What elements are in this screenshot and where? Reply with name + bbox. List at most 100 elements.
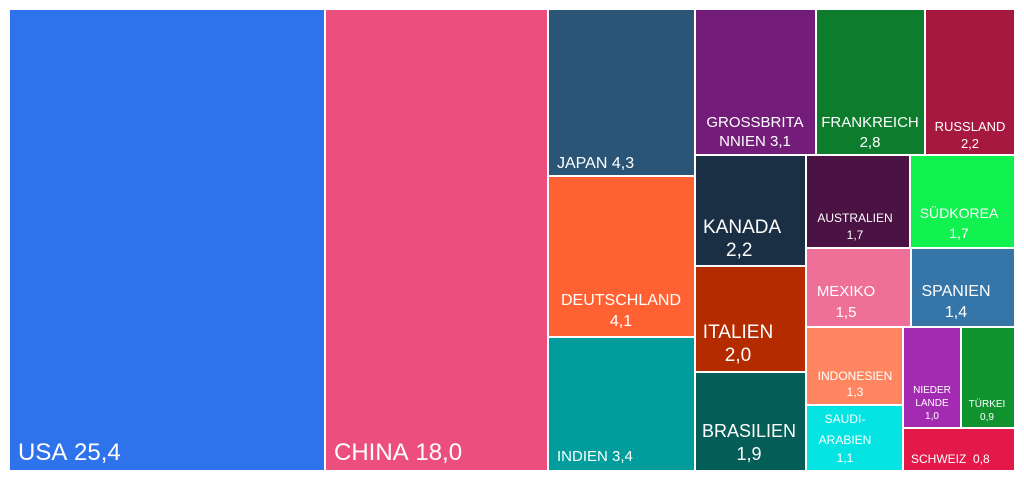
tile-russland: RUSSLAND 2,2 (926, 10, 1014, 154)
tile-value-tuerkei: 0,9 (980, 412, 994, 423)
tile-rect-usa (10, 10, 324, 470)
tile-value-italien: 2,0 (725, 345, 751, 366)
tile-rect-italien (696, 267, 805, 371)
tile-rect-kanada (696, 156, 805, 265)
tile-name-mexiko: MEXIKO (817, 283, 875, 300)
tile-rect-saudi-arabien (807, 406, 902, 470)
tile-rect-china (326, 10, 547, 470)
tile-label-italien-1: 2,0 (725, 345, 751, 366)
tile-tuerkei: TÜRKEI 0,9 (962, 328, 1014, 427)
tile-value-russland: 2,2 (961, 136, 979, 151)
tile-rect-japan (549, 10, 694, 175)
tile-name-indien: INDIEN (557, 448, 608, 465)
tile-label-saudi-arabien-2: 1,1 (837, 451, 854, 465)
tile-label-australien-0: AUSTRALIEN (817, 211, 892, 225)
tile-label-saudi-arabien-1: ARABIEN (819, 433, 872, 447)
tile-value-suedkorea: 1,7 (949, 225, 969, 241)
tile-label-mexiko-1: 1,5 (836, 304, 857, 321)
tile-rect-russland (926, 10, 1014, 154)
tile-name-suedkorea: SÜDKOREA (920, 204, 999, 221)
tile-label-spanien-0: SPANIEN (921, 283, 990, 300)
tile-label-italien-0: ITALIEN (703, 322, 773, 343)
tile-label-china-0: CHINA 18,0 (334, 439, 462, 466)
tile-rect-mexiko (807, 249, 910, 326)
tile-label-grossbritannien-0: GROSSBRITA (706, 114, 803, 131)
tile-label-saudi-arabien-0: SAUDI- (825, 412, 866, 426)
tile-value-china: 18,0 (415, 439, 462, 466)
tile-mexiko: MEXIKO 1,5 (807, 249, 910, 326)
tile-usa: USA 25,4 (10, 10, 324, 470)
tile-value-mexiko: 1,5 (836, 304, 857, 321)
tile-china: CHINA 18,0 (326, 10, 547, 470)
tile-saudi-arabien: SAUDI- ARABIEN 1,1 (807, 406, 902, 470)
tile-value-australien: 1,7 (847, 228, 864, 242)
tile-rect-schweiz (904, 429, 1014, 470)
tile-rect-spanien (912, 249, 1014, 326)
tile-name-deutschland: DEUTSCHLAND (561, 292, 681, 309)
tile-value-spanien: 1,4 (945, 304, 967, 321)
tile-label-tuerkei-0: TÜRKEI (969, 398, 1006, 410)
tile-label-tuerkei-1: 0,9 (980, 412, 994, 423)
tile-label-brasilien-1: 1,9 (736, 444, 761, 464)
tile-rect-brasilien (696, 373, 805, 470)
tile-label-usa-0: USA 25,4 (18, 439, 121, 466)
tile-label-kanada-0: KANADA (703, 217, 781, 238)
tile-deutschland: DEUTSCHLAND 4,1 (549, 177, 694, 336)
tile-rect-niederlande (904, 328, 960, 427)
tile-indonesien: INDONESIEN 1,3 (807, 328, 902, 404)
tile-value-indien: 3,4 (612, 448, 633, 465)
tile-value-grossbritannien: 3,1 (770, 133, 791, 150)
tile-value-frankreich: 2,8 (860, 134, 881, 151)
tile-name-grossbritannien: GROSSBRITA (706, 114, 803, 131)
tile-rect-grossbritannien (696, 10, 815, 154)
tile-label-australien-1: 1,7 (847, 228, 864, 242)
tile-label-suedkorea-1: 1,7 (949, 225, 969, 241)
tile-label-indonesien-0: INDONESIEN (818, 369, 893, 383)
tile-rect-frankreich (817, 10, 924, 154)
tile-rect-australien (807, 156, 909, 247)
tile-value-japan: 4,3 (612, 155, 634, 172)
tile-frankreich: FRANKREICH 2,8 (817, 10, 924, 154)
tile-value-schweiz: 0,8 (973, 452, 990, 466)
tile-schweiz: SCHWEIZ 0,8 (904, 429, 1014, 470)
tile-name-tuerkei: TÜRKEI (969, 398, 1006, 410)
tile-name-kanada: KANADA (703, 217, 781, 238)
tile-label-frankreich-1: 2,8 (860, 134, 881, 151)
tile-label-schweiz-0: SCHWEIZ 0,8 (911, 452, 990, 466)
tile-label-suedkorea-0: SÜDKOREA (920, 204, 999, 221)
tile-rect-suedkorea (911, 156, 1014, 247)
tile-japan: JAPAN 4,3 (549, 10, 694, 175)
tile-name-saudi-arabien: SAUDI- (825, 412, 866, 426)
tile-brasilien: BRASILIEN 1,9 (696, 373, 805, 470)
tile-rect-tuerkei (962, 328, 1014, 427)
tile-name-usa: USA (18, 439, 67, 466)
tile-label-niederlande-0: NIEDER (913, 385, 951, 396)
tile-name-schweiz: SCHWEIZ (911, 452, 966, 466)
tile-name-australien: AUSTRALIEN (817, 211, 892, 225)
tile-name-grossbritannien: NNIEN (719, 133, 766, 150)
tile-rect-indonesien (807, 328, 902, 404)
tile-name-niederlande: NIEDER (913, 385, 951, 396)
tile-label-kanada-1: 2,2 (726, 240, 752, 261)
tile-value-deutschland: 4,1 (610, 313, 632, 330)
tile-label-niederlande-1: LANDE (915, 398, 949, 409)
tile-label-japan-0: JAPAN 4,3 (557, 155, 634, 172)
tile-spanien: SPANIEN 1,4 (912, 249, 1014, 326)
tile-value-saudi-arabien: 1,1 (837, 451, 854, 465)
tile-label-russland-0: RUSSLAND (935, 119, 1006, 134)
tile-name-spanien: SPANIEN (921, 283, 990, 300)
tile-label-niederlande-2: 1,0 (925, 411, 939, 422)
tile-label-brasilien-0: BRASILIEN (702, 421, 796, 441)
tile-value-brasilien: 1,9 (736, 444, 761, 464)
tile-value-kanada: 2,2 (726, 240, 752, 261)
tile-name-italien: ITALIEN (703, 322, 773, 343)
tile-value-usa: 25,4 (74, 439, 121, 466)
tile-name-brasilien: BRASILIEN (702, 421, 796, 441)
tile-label-deutschland-1: 4,1 (610, 313, 632, 330)
tile-name-indonesien: INDONESIEN (818, 369, 893, 383)
tile-indien: INDIEN 3,4 (549, 338, 694, 470)
tile-value-indonesien: 1,3 (847, 385, 864, 399)
tile-rect-indien (549, 338, 694, 470)
